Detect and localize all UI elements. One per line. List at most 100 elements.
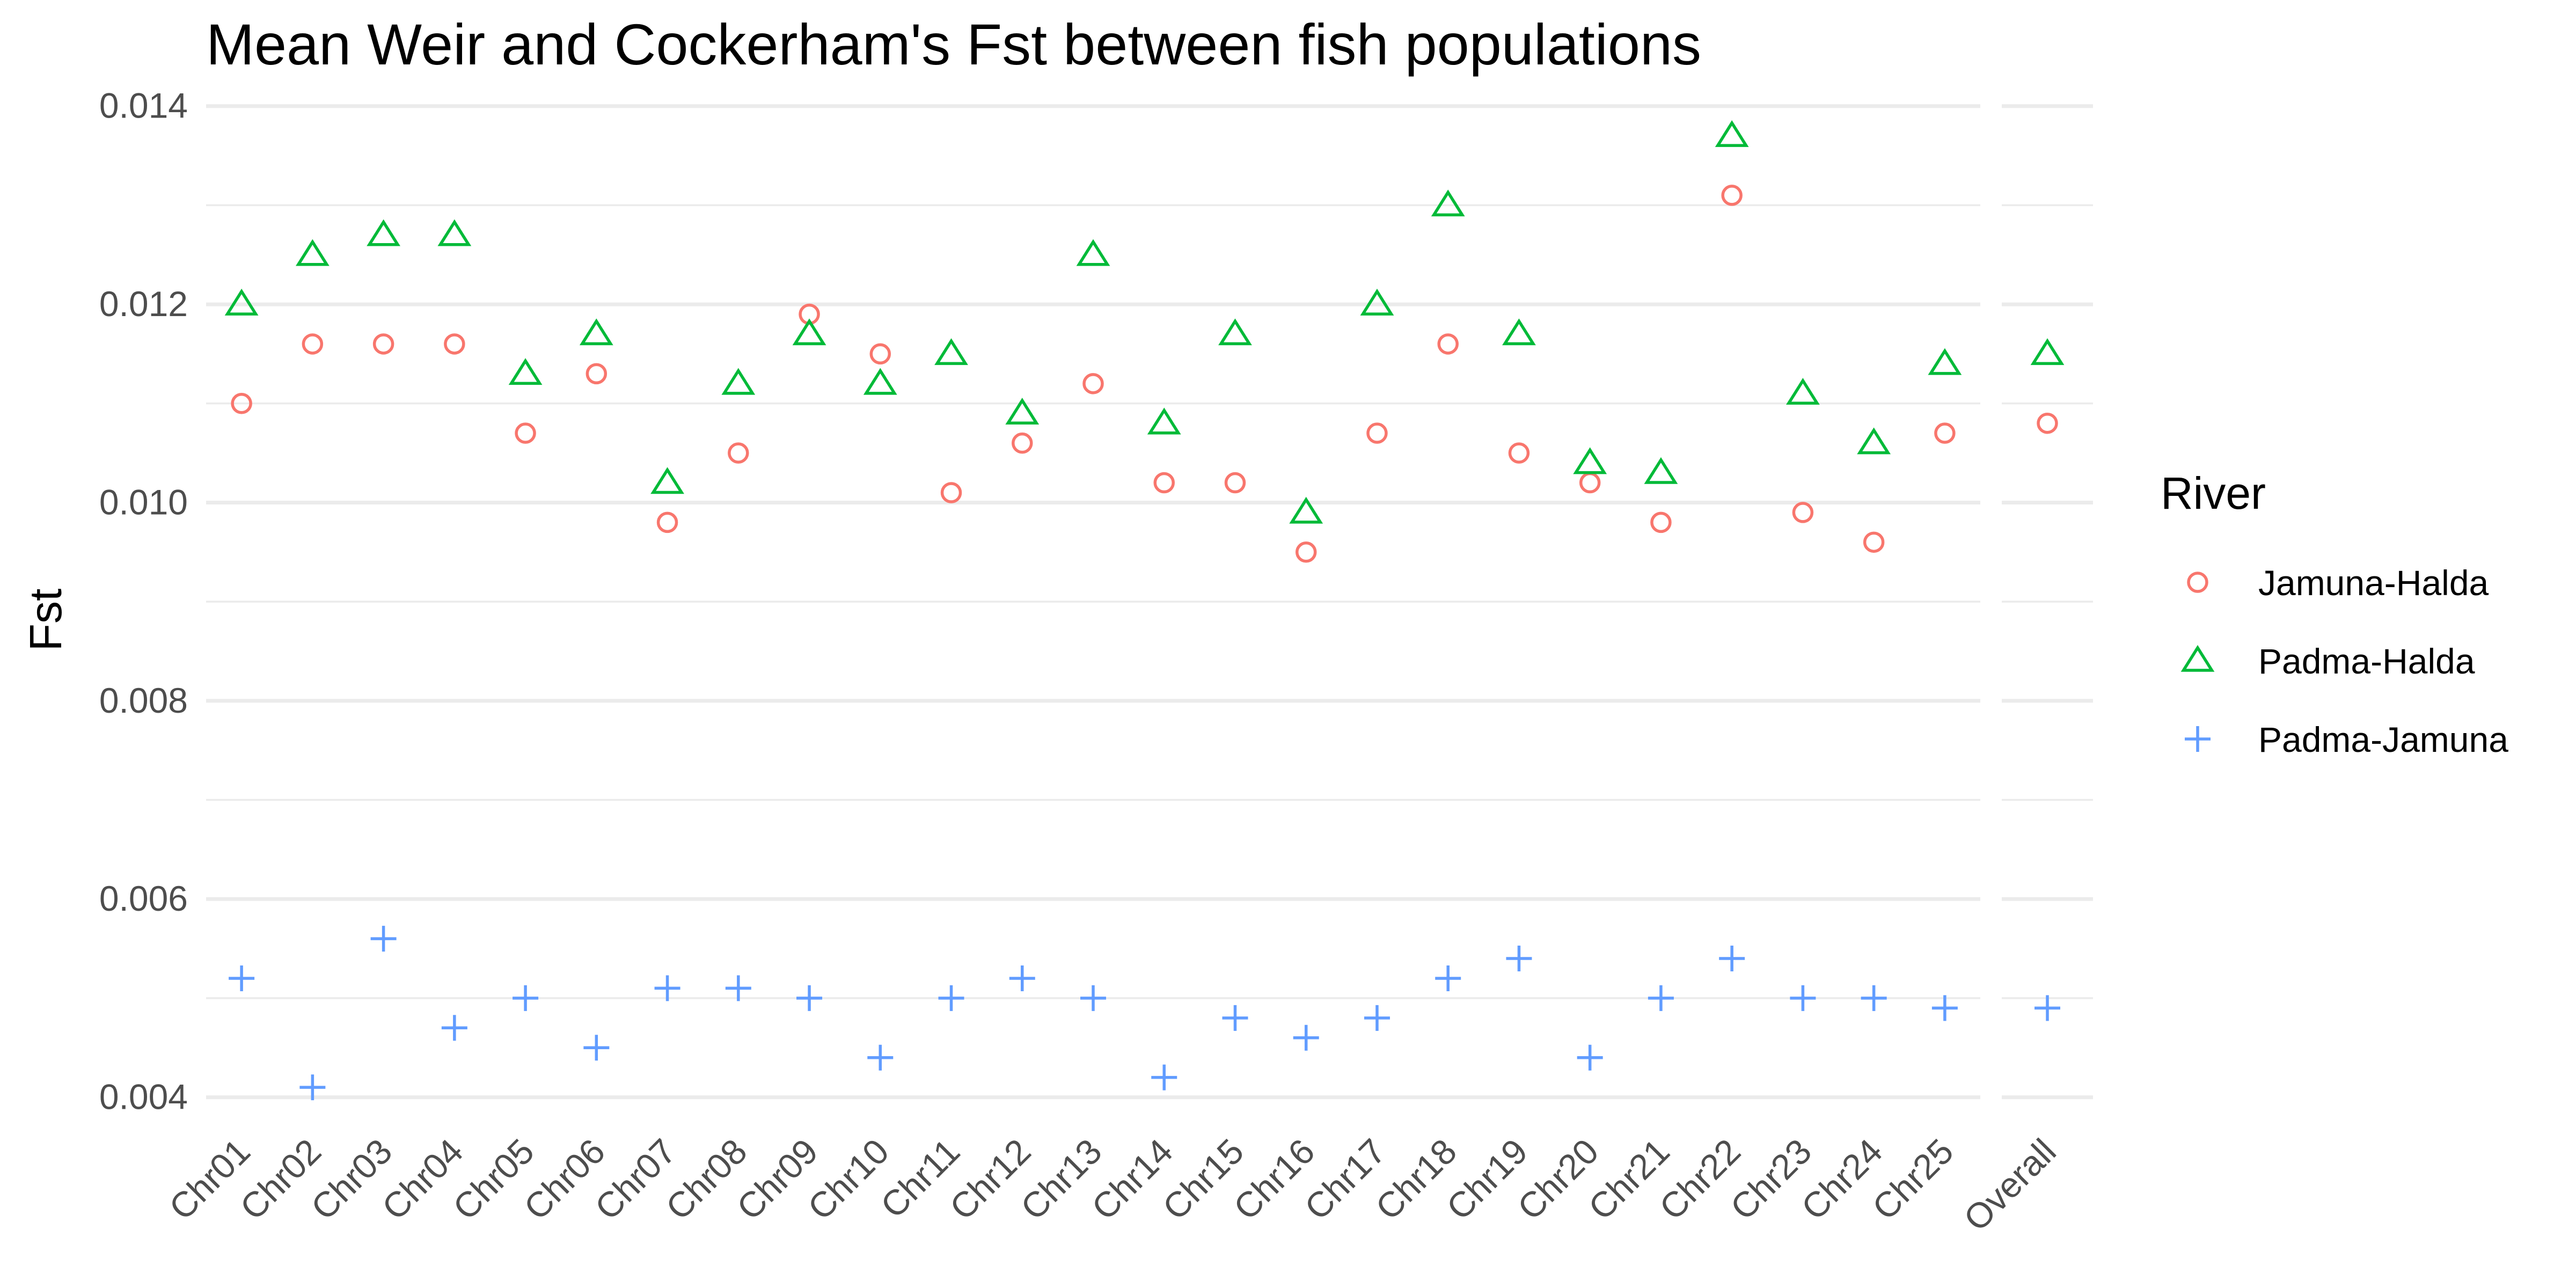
data-point [231,393,252,414]
y-tick-label: 0.014 [99,86,188,126]
data-point [1861,985,1887,1011]
legend-label: Padma-Halda [2258,641,2475,681]
x-tick-label: Chr17 [1297,1131,1393,1227]
series-padma-jamuna [229,926,2060,1101]
y-tick-label: 0.004 [99,1077,188,1117]
data-point [299,1074,326,1101]
series-jamuna-halda [231,185,2058,563]
legend-item: Padma-Halda [2180,641,2475,681]
x-tick-label: Chr20 [1510,1131,1606,1227]
x-tick-label: Chr04 [374,1131,470,1227]
legend-label: Padma-Jamuna [2258,720,2508,759]
plus-icon [2185,726,2211,752]
data-point [938,985,964,1011]
legend-title: River [2161,468,2266,518]
data-point [1153,472,1175,494]
data-point [586,363,608,385]
legend-item: Jamuna-Halda [2187,563,2489,603]
x-tick-label: Chr05 [445,1131,541,1227]
data-point [1437,333,1459,355]
x-tick-label: Chr23 [1723,1131,1819,1227]
legend-label: Jamuna-Halda [2258,563,2489,603]
x-tick-label: Chr06 [516,1131,612,1227]
data-point [863,368,897,395]
x-tick-label: Chr18 [1368,1131,1464,1227]
data-point [869,343,891,365]
data-point [1076,239,1110,266]
x-tick-label: Chr21 [1580,1131,1677,1227]
data-point [295,239,330,266]
data-point [437,219,472,246]
chart-title: Mean Weir and Cockerham's Fst between fi… [206,12,1701,77]
data-point [656,511,678,533]
data-point [725,975,751,1001]
data-point [1792,502,1814,523]
data-point [1218,318,1252,346]
data-point [302,333,324,355]
data-point [1931,995,1958,1021]
x-tick-label: Chr07 [587,1131,683,1227]
data-point [1012,432,1033,454]
x-tick-label: Chr12 [942,1131,1038,1227]
data-point [1715,120,1749,147]
y-axis-ticks: 0.004 0.006 0.008 0.010 0.012 0.014 [99,86,188,1117]
y-axis-title: Fst [20,589,71,652]
data-point [721,368,756,395]
data-point [1719,946,1745,972]
x-tick-label: Chr08 [658,1131,754,1227]
x-tick-label: Chr11 [873,1131,967,1226]
data-point [515,422,536,444]
data-point [583,1035,610,1061]
x-tick-label: Chr09 [729,1131,825,1227]
data-point [579,318,613,346]
data-point [224,288,259,316]
panel-chromosomes [206,104,1980,1100]
x-tick-label: Chr02 [232,1131,328,1227]
data-point [1364,1005,1390,1031]
data-point [1644,457,1678,484]
data-point [1928,348,1962,375]
data-points [224,120,2065,1101]
data-point [1431,189,1465,217]
data-point [1573,447,1607,474]
data-point [1577,1044,1603,1071]
data-point [1863,531,1885,553]
data-point [1082,373,1104,394]
x-tick-label: Chr03 [303,1131,399,1227]
data-point [728,442,749,464]
data-point [1650,511,1672,533]
data-point [792,318,826,346]
data-point [441,1015,467,1041]
data-point [372,333,394,355]
data-point [1648,985,1674,1011]
data-point [934,338,968,365]
data-point [229,965,255,991]
data-point [508,358,543,385]
legend-item: Padma-Jamuna [2185,720,2508,759]
data-point [1934,422,1956,444]
data-point [1080,985,1106,1011]
data-point [1786,378,1820,405]
data-point [1224,472,1246,494]
data-point [1005,398,1040,425]
data-point [1579,472,1601,494]
data-point [867,1044,894,1071]
data-point [650,467,684,494]
x-tick-label: Chr16 [1226,1131,1322,1227]
data-point [1295,541,1317,563]
data-point [1289,496,1323,524]
x-tick-label: Chr24 [1794,1131,1890,1227]
legend: River Jamuna-Halda Padma-Halda Padma-Jamun… [2161,468,2508,759]
legend-entries: Jamuna-Halda Padma-Halda Padma-Jamuna [2180,563,2508,759]
data-point [796,985,823,1011]
y-tick-label: 0.006 [99,879,188,918]
data-point-overall [2037,412,2058,434]
data-point [1502,318,1536,346]
data-point [1222,1005,1248,1031]
data-point [1147,407,1181,435]
data-point [1151,1064,1177,1091]
data-point [654,975,680,1001]
data-point [1366,422,1388,444]
data-point [1293,1024,1319,1051]
